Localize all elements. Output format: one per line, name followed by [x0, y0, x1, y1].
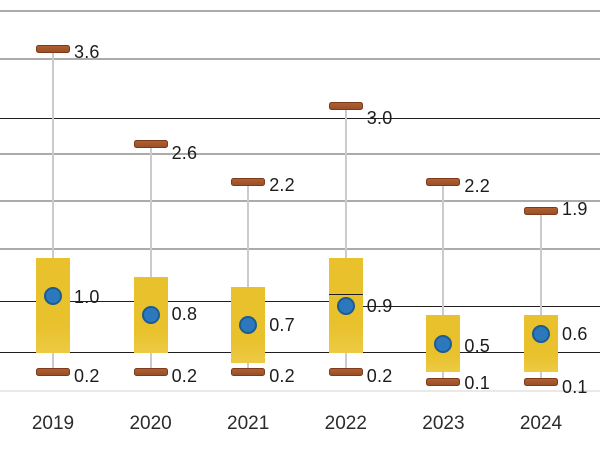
mid-label: 0.5 — [464, 335, 491, 356]
high-marker[interactable] — [524, 206, 558, 215]
gridline — [0, 200, 600, 202]
value-box[interactable] — [524, 315, 558, 372]
mid-dot[interactable] — [44, 287, 62, 305]
gridline — [0, 247, 600, 250]
whisker-line — [344, 106, 347, 372]
high-label: 2.6 — [171, 143, 198, 163]
x-axis-label: 2020 — [129, 413, 172, 434]
gridline — [0, 10, 600, 12]
high-marker[interactable] — [133, 140, 168, 148]
baseline — [0, 390, 600, 392]
mid-dot[interactable] — [434, 334, 453, 353]
high-marker[interactable] — [426, 178, 461, 186]
mid-label: 0.6 — [562, 324, 588, 344]
low-marker[interactable] — [133, 368, 168, 376]
mid-dot[interactable] — [239, 315, 258, 334]
low-marker[interactable] — [36, 368, 70, 376]
low-label: 0.2 — [366, 366, 393, 386]
whisker-line — [52, 49, 54, 372]
high-label: 1.9 — [562, 198, 588, 219]
whisker-line — [149, 144, 152, 372]
low-label: 0.1 — [464, 372, 491, 393]
x-axis-label: 2022 — [324, 413, 367, 434]
high-marker[interactable] — [328, 102, 363, 110]
high-marker[interactable] — [231, 178, 266, 186]
high-label: 3.6 — [74, 42, 100, 62]
low-label: 0.2 — [269, 366, 295, 386]
low-marker[interactable] — [426, 377, 461, 386]
mid-label: 0.7 — [269, 314, 295, 335]
mid-label: 1.0 — [74, 287, 100, 307]
x-axis-label: 2021 — [227, 413, 270, 434]
low-marker[interactable] — [524, 377, 558, 386]
mid-dot[interactable] — [336, 296, 355, 315]
low-marker[interactable] — [231, 368, 266, 376]
low-label: 0.2 — [171, 366, 198, 386]
low-label: 0.2 — [74, 366, 100, 386]
mid-dot[interactable] — [141, 306, 160, 324]
x-axis-label: 2023 — [422, 413, 465, 434]
low-label: 0.1 — [562, 376, 588, 397]
mid-label: 0.9 — [366, 295, 393, 316]
reference-line — [0, 118, 600, 119]
high-label: 3.0 — [366, 108, 393, 128]
high-label: 2.2 — [269, 175, 295, 195]
box-median-line — [328, 294, 363, 295]
gridline — [0, 57, 600, 60]
whisker-line — [247, 182, 250, 372]
mid-label: 0.8 — [171, 304, 198, 324]
reference-line — [0, 301, 345, 302]
gridline — [0, 152, 600, 155]
reference-line — [345, 306, 600, 307]
value-box[interactable] — [36, 258, 70, 353]
mid-dot[interactable] — [532, 325, 550, 343]
whisker-line — [540, 210, 542, 382]
high-marker[interactable] — [36, 45, 70, 53]
low-marker[interactable] — [328, 368, 363, 376]
x-axis-label: 2024 — [519, 413, 563, 434]
x-axis-label: 2019 — [31, 413, 75, 434]
high-label: 2.2 — [464, 176, 491, 196]
whisker-line — [442, 182, 445, 382]
reference-line — [0, 352, 600, 353]
